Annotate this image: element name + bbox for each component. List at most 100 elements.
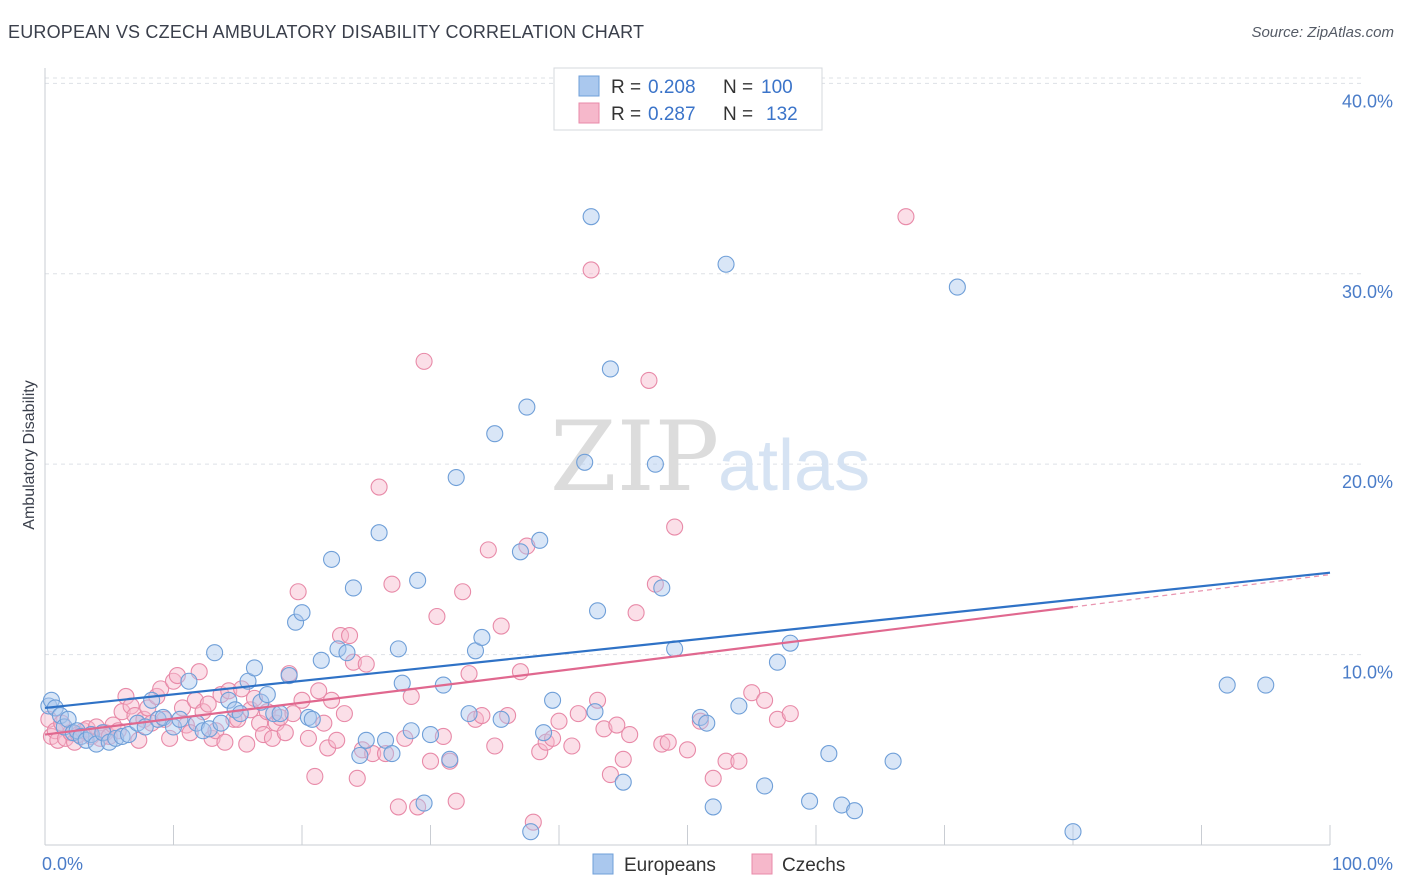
- europeans-point-63: [460, 705, 478, 723]
- europeans-point-3: [51, 706, 69, 725]
- europeans-point-51: [370, 524, 388, 542]
- europeans-point-29: [212, 714, 230, 732]
- europeans-point-92: [820, 745, 838, 763]
- europeans-point-73: [544, 691, 562, 709]
- czechs-points: [40, 208, 915, 831]
- czechs-point-79: [389, 798, 407, 816]
- czechs-point-60: [293, 691, 311, 709]
- europeans-point-88: [756, 777, 774, 795]
- czechs-n-value: 132: [766, 104, 798, 125]
- x-tick-labels: 0.0% 100.0%: [42, 854, 1393, 874]
- legend-europeans-label: Europeans: [624, 855, 716, 876]
- czechs-point-120: [691, 712, 709, 730]
- europeans-point-56: [402, 722, 420, 740]
- czechs-point-92: [473, 706, 491, 725]
- europeans-point-77: [588, 602, 607, 620]
- czechs-point-111: [614, 750, 632, 768]
- europeans-point-66: [486, 425, 504, 443]
- czechs-point-102: [544, 729, 562, 747]
- czechs-point-108: [595, 720, 613, 738]
- europeans-point-91: [801, 792, 819, 810]
- czechs-point-74: [357, 655, 375, 673]
- europeans-r-label: R =: [611, 77, 641, 98]
- czechs-point-99: [524, 813, 542, 831]
- europeans-trendline: [44, 571, 1331, 710]
- legend-czechs-swatch: [751, 853, 773, 875]
- czechs-point-127: [781, 705, 799, 723]
- europeans-swatch: [578, 75, 600, 97]
- czechs-point-71: [344, 653, 362, 671]
- czechs-point-69: [335, 705, 353, 723]
- axes: [44, 68, 1331, 846]
- europeans-point-36: [258, 686, 276, 704]
- stats-legend: R = 0.208 N = 100 R = 0.287 N = 132: [553, 67, 823, 131]
- czechs-point-118: [666, 518, 684, 536]
- czechs-point-62: [306, 767, 324, 786]
- europeans-point-54: [389, 640, 407, 658]
- europeans-point-96: [948, 278, 966, 296]
- czechs-point-109: [601, 765, 619, 784]
- czechs-point-42: [216, 733, 234, 751]
- czechs-point-47: [238, 735, 256, 753]
- europeans-point-41: [293, 604, 311, 622]
- europeans-point-19: [143, 691, 161, 709]
- europeans-point-69: [518, 398, 536, 416]
- europeans-point-40: [287, 613, 305, 631]
- europeans-point-76: [586, 703, 604, 721]
- europeans-point-61: [441, 750, 459, 768]
- czechs-point-88: [447, 792, 465, 810]
- series-legend: Europeans Czechs: [592, 853, 845, 876]
- czechs-point-70: [340, 627, 359, 645]
- czechs-point-72: [348, 769, 366, 787]
- europeans-point-79: [614, 773, 632, 791]
- europeans-point-62: [447, 468, 465, 487]
- czechs-point-105: [569, 705, 587, 723]
- watermark-zip: ZIP: [550, 401, 719, 513]
- europeans-point-83: [691, 708, 709, 726]
- czechs-point-100: [531, 743, 549, 761]
- europeans-point-58: [415, 794, 433, 812]
- europeans-n-value: 100: [761, 77, 793, 98]
- europeans-point-94: [845, 802, 864, 820]
- europeans-point-86: [717, 255, 735, 273]
- europeans-point-38: [271, 705, 289, 723]
- czechs-point-116: [653, 735, 671, 753]
- y-axis-label: Ambulatory Disability: [21, 380, 38, 529]
- czechs-trendline-extension: [1072, 574, 1331, 608]
- europeans-point-89: [768, 653, 787, 671]
- czechs-point-93: [479, 541, 497, 559]
- europeans-point-97: [1064, 823, 1082, 841]
- czechs-r-label: R =: [611, 104, 641, 125]
- czechs-point-84: [421, 752, 440, 770]
- europeans-point-98: [1218, 676, 1236, 694]
- europeans-point-16: [119, 726, 138, 744]
- czechs-point-67: [328, 731, 346, 749]
- czechs-point-128: [897, 208, 915, 226]
- europeans-r-value: 0.208: [648, 77, 696, 98]
- czechs-point-117: [659, 733, 677, 751]
- europeans-point-43: [303, 710, 321, 728]
- trend-lines: [44, 571, 1331, 736]
- czechs-point-94: [486, 737, 504, 755]
- czechs-point-56: [276, 724, 294, 742]
- europeans-point-87: [730, 697, 748, 715]
- europeans-point-5: [59, 710, 77, 728]
- europeans-point-45: [323, 550, 341, 568]
- europeans-point-32: [231, 705, 249, 723]
- czechs-point-85: [428, 607, 446, 626]
- europeans-point-59: [421, 726, 440, 744]
- czechs-point-104: [563, 737, 581, 755]
- czechs-point-43: [220, 682, 238, 700]
- czechs-swatch: [578, 102, 600, 124]
- czechs-point-114: [640, 371, 658, 389]
- czechs-point-59: [289, 583, 307, 601]
- europeans-point-81: [653, 579, 671, 597]
- czechs-point-125: [756, 691, 774, 709]
- europeans-point-28: [206, 644, 224, 662]
- europeans-point-95: [884, 752, 902, 770]
- czechs-r-value: 0.287: [648, 104, 696, 125]
- europeans-point-34: [245, 659, 264, 677]
- czechs-trendline: [44, 605, 1074, 736]
- europeans-point-57: [409, 571, 427, 589]
- czechs-point-95: [492, 617, 510, 635]
